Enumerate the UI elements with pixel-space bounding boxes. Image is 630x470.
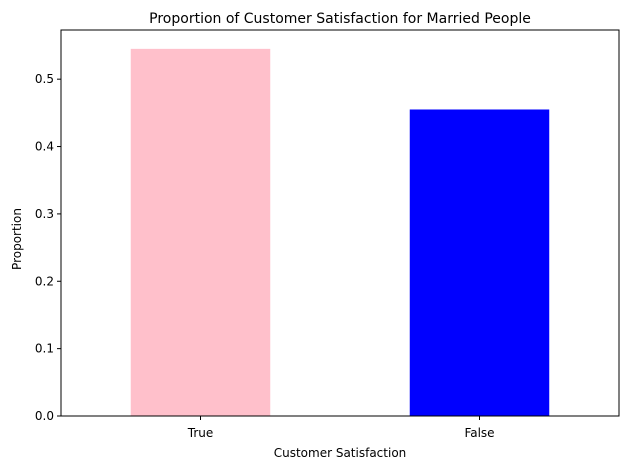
chart-title: Proportion of Customer Satisfaction for … [149,11,531,27]
y-tick-label: 0.1 [35,342,54,356]
x-axis-label: Customer Satisfaction [274,446,407,460]
y-ticks-group: 0.0 0.1 0.2 0.3 0.4 0.5 [35,72,61,423]
x-tick-label: True [187,426,214,440]
y-tick-label: 0.4 [35,140,54,154]
y-tick-label: 0.2 [35,274,54,288]
x-tick-label: False [464,426,494,440]
x-ticks-group: True False [187,416,495,440]
y-axis-label: Proportion [10,208,24,270]
y-tick-label: 0.3 [35,207,54,221]
plot-frame [60,29,620,417]
y-tick-label: 0.0 [35,409,54,423]
y-tick-label: 0.5 [35,72,54,86]
bar-true [130,48,271,417]
bar-false [409,109,550,416]
bars-group [130,48,550,417]
